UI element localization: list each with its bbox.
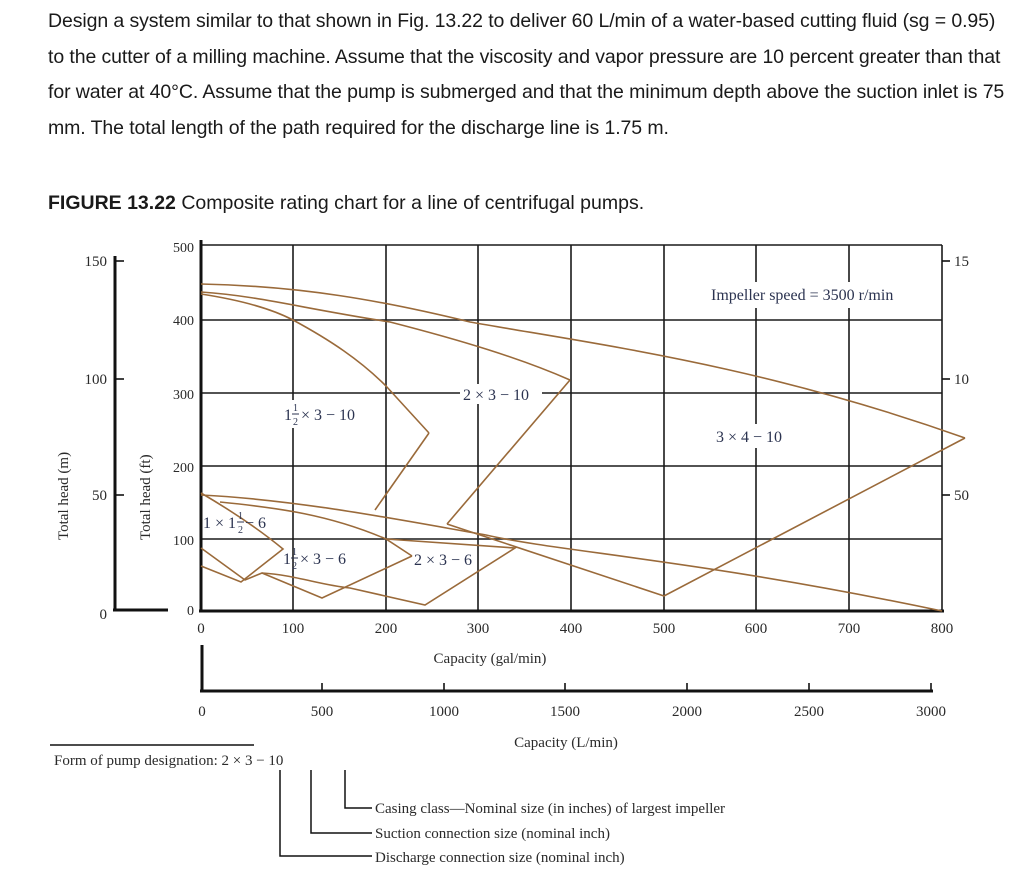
tick-label: 0 (100, 607, 108, 623)
tick-label: 10 (954, 372, 969, 388)
figure-caption-text: Composite rating chart for a line of cen… (181, 192, 645, 214)
chart-series-labels: Impeller speed = 3500 r/min 2 × 3 − 10 1… (203, 282, 937, 572)
tick-label: 1000 (429, 704, 459, 720)
chart-grid (201, 244, 943, 610)
figure-number: FIGURE 13.22 (48, 192, 176, 214)
tick-label: 500 (173, 241, 194, 256)
curve-3x4-10-lower (446, 437, 966, 597)
curve-1.5x3-10-head (200, 293, 430, 434)
tick-label: 300 (173, 388, 194, 403)
pump-curves (200, 283, 966, 612)
x-axis-title-lpm: Capacity (L/min) (514, 735, 618, 751)
discharge-size-note: Discharge connection size (nominal inch) (375, 850, 625, 866)
series-label-3x4-10: 3 × 4 − 10 (716, 429, 782, 446)
tick-label: 100 (282, 621, 305, 637)
right-axis-labels: 15 10 50 (954, 254, 969, 504)
suction-size-note: Suction connection size (nominal inch) (375, 826, 610, 842)
y-axis-title-ft: Total head (ft) (138, 454, 154, 540)
left-ft-axis-labels: 500 400 300 200 100 0 (173, 241, 194, 619)
fraction-numerator: 1 (238, 511, 243, 522)
series-label-1.5x3-6: × 3 − 6 (300, 551, 346, 568)
curve-1.5x3-6-boundary (200, 547, 413, 599)
series-label-1.5x3-10: × 3 − 10 (301, 407, 355, 424)
curve-3x4-10-head (200, 283, 966, 439)
fraction-denominator: 2 (293, 417, 298, 428)
curve-1x1.5-6 (200, 492, 285, 583)
tick-label: 1500 (550, 704, 580, 720)
tick-label: 2500 (794, 704, 824, 720)
tick-label: 50 (954, 488, 969, 504)
curve-1.5x3-6-head (219, 501, 413, 557)
series-label-2x3-6: 2 × 3 − 6 (414, 552, 472, 569)
tick-label: 3000 (916, 704, 946, 720)
tick-label: 400 (173, 314, 194, 329)
tick-label: 100 (173, 534, 194, 549)
left-m-axis-labels: 150 100 50 0 (85, 254, 108, 623)
designation-title: Form of pump designation: 2 × 3 − 10 (54, 753, 283, 769)
figure-caption: FIGURE 13.22 Composite rating chart for … (48, 192, 644, 215)
impeller-speed-label: Impeller speed = 3500 r/min (711, 287, 893, 304)
fraction-numerator: 1 (293, 403, 298, 414)
x-gpm-axis-labels: 0 100 200 300 400 500 600 700 800 (197, 621, 953, 637)
fraction-numerator: 1 (292, 547, 297, 558)
designation-leader-lines (279, 770, 372, 857)
tick-label: 300 (467, 621, 490, 637)
casing-class-note: Casing class—Nominal size (in inches) of… (375, 801, 725, 817)
curve-1.5x3-10-lower (374, 432, 430, 511)
curve-2x3-6-head (200, 494, 943, 612)
problem-statement: Design a system similar to that shown in… (48, 10, 1005, 139)
tick-label: 50 (92, 488, 107, 504)
curve-2x3-6-boundary (261, 538, 518, 606)
curve-2x3-10-head (200, 291, 571, 381)
tick-label: 800 (931, 621, 954, 637)
series-label-1.5x3-10-int: 1 (284, 407, 292, 424)
series-label-1x1.5-6: 1 × 1 (203, 515, 236, 532)
tick-label: 150 (85, 254, 108, 270)
tick-label: 200 (173, 461, 194, 476)
y-axis-title-m: Total head (m) (56, 452, 72, 540)
pump-designation-legend: Form of pump designation: 2 × 3 − 10 Cas… (50, 744, 725, 866)
tick-label: 2000 (672, 704, 702, 720)
curve-2x3-10-lower (446, 379, 571, 525)
tick-label: 0 (187, 604, 194, 619)
tick-label: 0 (198, 704, 206, 720)
series-label-1x1.5-6-tail: − 6 (245, 515, 266, 532)
axis-ticks (115, 260, 950, 691)
fraction-denominator: 2 (238, 525, 243, 536)
tick-label: 0 (197, 621, 205, 637)
x-axis-title-gpm: Capacity (gal/min) (434, 651, 547, 667)
series-label-2x3-10: 2 × 3 − 10 (463, 387, 529, 404)
series-label-1.5x3-6-int: 1 (283, 551, 291, 568)
tick-label: 700 (838, 621, 861, 637)
tick-label: 500 (311, 704, 334, 720)
x-lpm-axis-labels: 0 500 1000 1500 2000 2500 3000 (198, 704, 946, 720)
tick-label: 600 (745, 621, 768, 637)
tick-label: 500 (653, 621, 676, 637)
tick-label: 200 (375, 621, 398, 637)
tick-label: 400 (560, 621, 583, 637)
fraction-denominator: 2 (292, 561, 297, 572)
tick-label: 15 (954, 254, 969, 270)
tick-label: 100 (85, 372, 108, 388)
